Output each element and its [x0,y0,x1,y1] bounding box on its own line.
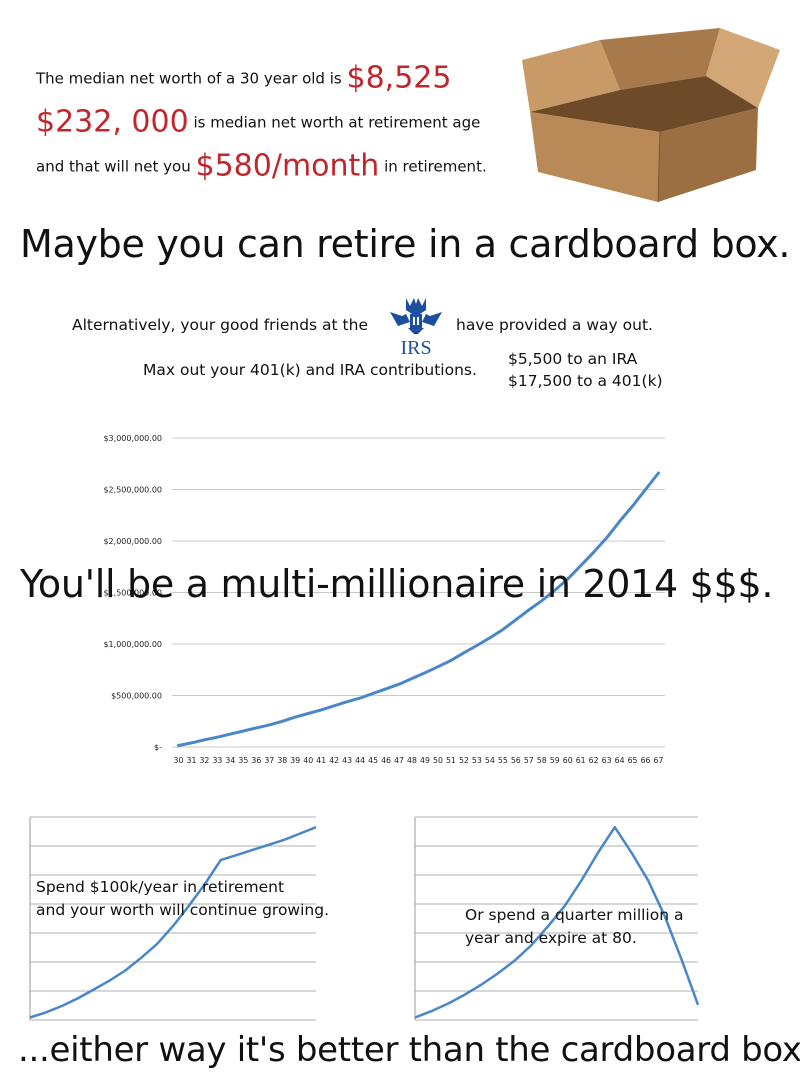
x-tick-label: 67 [654,756,664,765]
x-tick-label: 30 [174,756,184,765]
irs-eagle-logo: IRS [390,298,442,356]
y-tick-label: $3,000,000.00 [103,434,162,443]
x-tick-label: 32 [199,756,209,765]
irs-line-before: Alternatively, your good friends at the [72,316,368,334]
intro-line-2: $232, 000 is median net worth at retirem… [36,104,480,140]
x-tick-label: 59 [550,756,560,765]
x-tick-label: 62 [589,756,599,765]
x-tick-label: 50 [433,756,443,765]
x-tick-label: 31 [186,756,196,765]
footer-text: ...either way it's better than the cardb… [18,1030,800,1070]
intro-line-1-text: The median net worth of a 30 year old is [36,69,342,88]
intro-line-1: The median net worth of a 30 year old is… [36,60,451,96]
mini-left-caption-1: Spend $100k/year in retirement [36,878,285,896]
y-tick-label: $1,000,000.00 [103,640,162,649]
401k-contribution: $17,500 to a 401(k) [508,372,663,390]
x-tick-label: 35 [238,756,248,765]
x-tick-label: 52 [459,756,469,765]
x-tick-label: 53 [472,756,482,765]
x-tick-label: 56 [511,756,521,765]
intro-line-3-text-b: in retirement. [384,157,487,176]
x-tick-label: 37 [264,756,274,765]
x-tick-label: 42 [329,756,339,765]
intro-line-3: and that will net you $580/month in reti… [36,148,487,184]
x-tick-label: 66 [641,756,651,765]
x-tick-label: 63 [602,756,612,765]
mini-chart-spend-quarter-million [414,816,700,1021]
y-tick-label: $500,000.00 [111,692,162,701]
spend-quarter-million-line [414,825,700,1019]
irs-logo-text: IRS [400,337,431,356]
x-tick-label: 44 [355,756,365,765]
x-tick-label: 33 [212,756,222,765]
x-tick-label: 57 [524,756,534,765]
x-tick-label: 48 [407,756,417,765]
x-tick-label: 40 [303,756,313,765]
net-worth-30-amount: $8,525 [346,60,452,96]
mini-right-caption-1: Or spend a quarter million a [465,906,684,924]
y-tick-label: $- [154,743,162,752]
intro-line-3-text-a: and that will net you [36,157,191,176]
intro-line-2-text: is median net worth at retirement age [193,113,481,132]
main-net-worth-chart: $- $500,000.00 $1,000,000.00 $1,500,000.00 $… [103,434,665,765]
mini-chart-spend-100k [29,816,317,1021]
x-tick-label: 41 [316,756,326,765]
x-tick-label: 49 [420,756,430,765]
monthly-amount: $580/month [195,148,380,184]
x-tick-label: 55 [498,756,508,765]
y-tick-label: $2,500,000.00 [103,486,162,495]
x-tick-label: 60 [563,756,573,765]
headline-multi-millionaire: You'll be a multi-millionaire in 2014 $$… [20,562,774,606]
max-out-text: Max out your 401(k) and IRA contribution… [143,361,477,379]
x-tick-label: 36 [251,756,261,765]
ira-contribution: $5,500 to an IRA [508,350,638,368]
x-tick-label: 45 [368,756,378,765]
spend-100k-line [29,826,317,1019]
headline-cardboard-box: Maybe you can retire in a cardboard box. [20,222,791,266]
x-tick-label: 39 [290,756,300,765]
net-worth-growth-line [177,471,660,747]
x-tick-label: 46 [381,756,391,765]
x-tick-label: 43 [342,756,352,765]
y-tick-label: $1,500,000.00 [103,589,162,598]
y-tick-label: $2,000,000.00 [103,537,162,546]
x-tick-label: 47 [394,756,404,765]
x-tick-label: 64 [615,756,625,765]
x-tick-label: 61 [576,756,586,765]
mini-right-caption-2: year and expire at 80. [465,929,637,947]
x-tick-label: 34 [225,756,235,765]
cardboard-box-image [522,28,780,203]
mini-left-caption-2: and your worth will continue growing. [36,901,330,919]
x-tick-label: 65 [628,756,638,765]
x-tick-label: 38 [277,756,287,765]
retirement-net-worth-amount: $232, 000 [36,104,189,140]
x-tick-label: 51 [446,756,456,765]
irs-line-after: have provided a way out. [456,316,653,334]
x-tick-label: 54 [485,756,495,765]
x-tick-label: 58 [537,756,547,765]
